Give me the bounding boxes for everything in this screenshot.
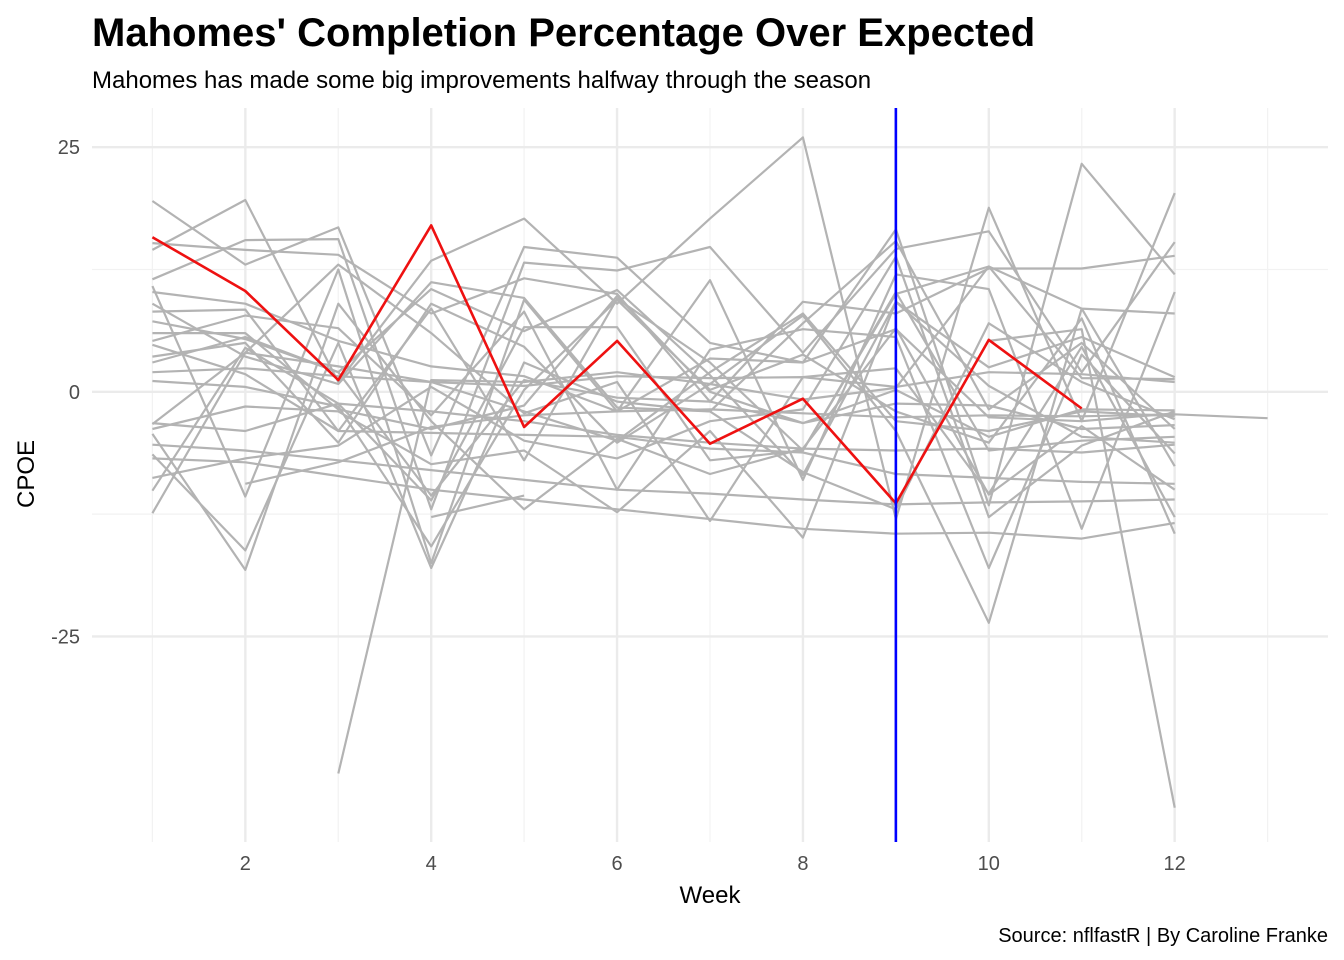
- player-series-line: [337, 265, 1175, 774]
- player-series-line: [152, 343, 1175, 485]
- player-series-line: [152, 302, 1176, 624]
- player-series-lines: [151, 136, 1268, 808]
- chart-caption: Source: nflfastR | By Caroline Franke: [998, 925, 1328, 947]
- mahomes-series: [151, 224, 1083, 505]
- x-tick-label: 8: [797, 853, 808, 875]
- player-series-line: [430, 494, 525, 519]
- player-series-line: [152, 294, 1175, 438]
- player-series-line: [152, 310, 1176, 570]
- x-tick-label: 12: [1164, 853, 1186, 875]
- x-tick-label: 4: [426, 853, 437, 875]
- player-series-line: [151, 162, 1176, 507]
- player-series-line: [152, 242, 1175, 403]
- player-series-line: [152, 402, 1175, 454]
- x-tick-label: 6: [612, 853, 623, 875]
- player-series-line: [152, 457, 1175, 540]
- player-series-line: [152, 300, 1175, 539]
- y-tick-label: -25: [51, 626, 80, 648]
- y-tick-label: 25: [58, 137, 80, 159]
- player-series-line: [152, 443, 1175, 506]
- player-series-line: [151, 230, 1176, 511]
- mahomes-line: [151, 224, 1083, 505]
- chart-subtitle: Mahomes has made some big improvements h…: [92, 67, 871, 94]
- x-axis-ticks: 2 4 6 8 10 12: [240, 853, 1186, 875]
- x-tick-label: 2: [240, 853, 251, 875]
- chart-title: Mahomes' Completion Percentage Over Expe…: [92, 11, 1035, 55]
- player-series-line: [988, 328, 1176, 808]
- x-tick-label: 10: [978, 853, 1000, 875]
- x-axis-title: Week: [680, 882, 742, 909]
- y-axis-title: CPOE: [13, 440, 40, 508]
- y-tick-label: 0: [69, 382, 80, 404]
- player-series-line: [152, 290, 1175, 423]
- y-axis-ticks: -25 0 25: [51, 137, 80, 648]
- player-series-line: [151, 263, 1176, 523]
- player-series-line: [151, 302, 1176, 572]
- player-series-line: [151, 136, 1176, 521]
